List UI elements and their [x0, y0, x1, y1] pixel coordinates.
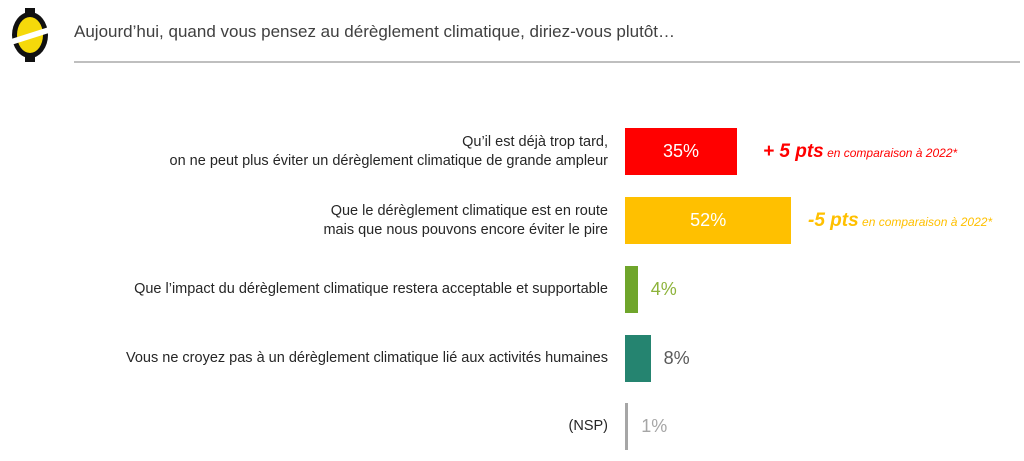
comparison-annotation: + 5 pts en comparaison à 2022*: [763, 128, 957, 177]
value-label: 4%: [650, 279, 677, 299]
category-label-line: Vous ne croyez pas à un dérèglement clim…: [126, 350, 608, 366]
comparison-delta: -5 pts: [808, 210, 859, 231]
value-label: 35%: [662, 141, 700, 161]
comparison-note: en comparaison à 2022*: [823, 146, 958, 160]
bar: [625, 335, 651, 382]
page-title: Aujourd’hui, quand vous pensez au dérègl…: [74, 22, 676, 41]
bar: [625, 403, 629, 450]
bar: [625, 128, 737, 175]
comparison-annotation: -5 pts en comparaison à 2022*: [808, 197, 992, 246]
category-label: Qu’il est déjà trop tard, on ne peut plus…: [170, 133, 609, 171]
title-divider: [74, 61, 1020, 63]
bar: [625, 266, 638, 313]
comparison-delta: + 5 pts: [763, 141, 824, 162]
category-label: (NSP): [569, 417, 608, 436]
category-label: Que le dérèglement climatique est en rou…: [323, 202, 608, 240]
category-label-line: mais que nous pouvons encore éviter le p…: [323, 221, 608, 238]
category-label-line: Qu’il est déjà trop tard,: [462, 133, 608, 150]
category-label-line: (NSP): [568, 418, 608, 434]
value-label: 8%: [663, 348, 690, 368]
category-label: Que l’impact du dérèglement climatique r…: [134, 280, 608, 299]
logo-icon: [8, 8, 52, 62]
category-label: Vous ne croyez pas à un dérèglement clim…: [126, 349, 608, 368]
value-label: 1%: [641, 416, 668, 436]
category-label-line: Que l’impact du dérèglement climatique r…: [134, 281, 608, 297]
category-label-line: Que le dérèglement climatique est en rou…: [330, 202, 608, 219]
bar: [625, 197, 792, 244]
comparison-note: en comparaison à 2022*: [858, 215, 993, 229]
category-label-line: on ne peut plus éviter un dérèglement cl…: [169, 152, 609, 169]
value-label: 52%: [690, 210, 727, 230]
